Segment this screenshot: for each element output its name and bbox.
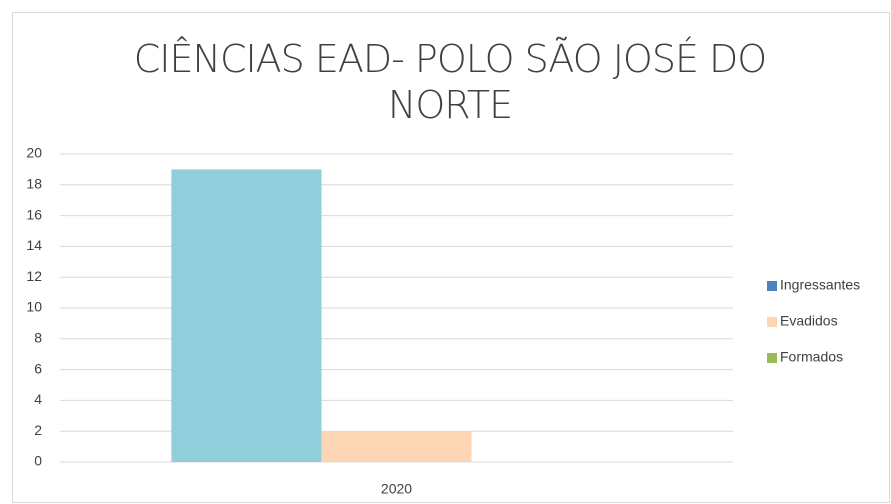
legend-swatch [767,353,777,363]
y-tick-label: 0 [34,453,42,469]
legend-swatch [767,281,777,291]
y-tick-label: 20 [26,145,42,161]
y-tick-label: 4 [34,391,42,407]
y-tick-label: 18 [26,176,42,192]
y-tick-label: 6 [34,360,42,376]
chart-border [12,12,890,503]
chart-title: CIÊNCIAS EAD- POLO SÃO JOSÉ DO NORTE [133,37,767,127]
legend-label: Evadidos [780,313,838,329]
legend-swatch [767,317,777,327]
x-tick-label: 2020 [381,481,412,497]
bar [171,169,322,462]
legend-label: Formados [780,349,843,365]
y-tick-label: 12 [26,268,42,284]
y-tick-label: 16 [26,206,42,222]
y-tick-label: 8 [34,330,42,346]
legend-label: Ingressantes [780,277,860,293]
y-tick-label: 10 [26,299,42,315]
y-tick-label: 14 [26,237,42,253]
y-tick-label: 2 [34,422,42,438]
bar [321,431,472,462]
